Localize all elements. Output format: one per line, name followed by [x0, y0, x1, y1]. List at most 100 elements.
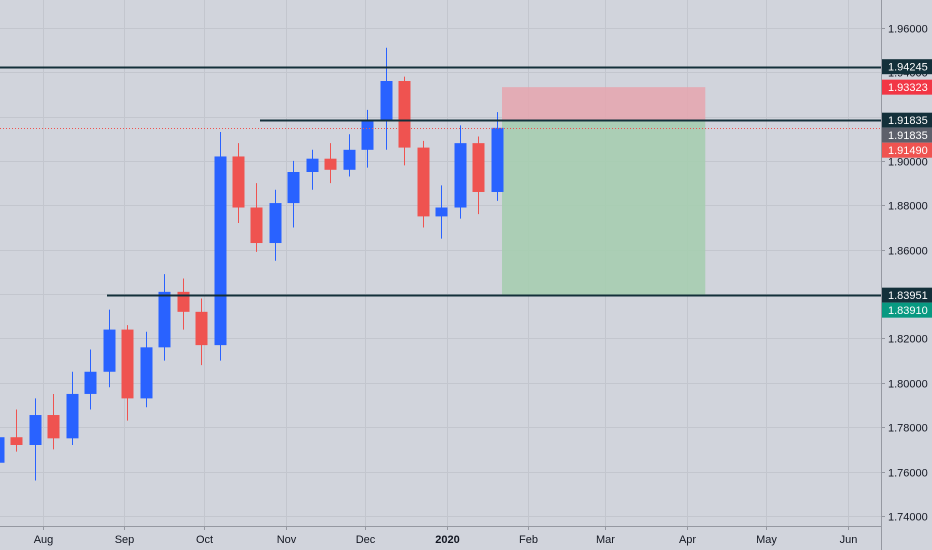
candle: [435, 185, 448, 239]
candle-body: [66, 393, 79, 439]
x-tick-label: Nov: [277, 534, 297, 546]
x-tick-label: Aug: [34, 534, 54, 546]
candle-body: [472, 143, 485, 192]
y-tick-label: 1.90000: [888, 157, 928, 169]
price-tag: 1.91835: [882, 127, 932, 143]
candle: [214, 132, 227, 361]
candle: [195, 298, 208, 366]
price-tag: 1.93323: [882, 79, 932, 95]
price-tag-background: [882, 127, 932, 143]
candle-body: [324, 158, 337, 170]
price-tag-label: 1.91490: [888, 145, 928, 157]
candle-body: [269, 203, 282, 244]
candle-body: [84, 371, 97, 394]
price-tag-background: [882, 302, 932, 318]
price-tag: 1.94245: [882, 59, 932, 75]
price-tag-label: 1.91835: [888, 130, 928, 142]
candle-body: [343, 149, 356, 170]
price-tag-label: 1.94245: [888, 62, 928, 74]
y-tick-label: 1.80000: [888, 379, 928, 391]
time-axis[interactable]: Aug Sep Oct Nov Dec 2020 Feb Mar Apr May Jun: [34, 526, 858, 546]
price-tag: 1.91490: [882, 142, 932, 158]
candle: [380, 47, 393, 150]
candle: [29, 398, 42, 481]
candle: [454, 125, 467, 219]
take-profit-zone[interactable]: [502, 120, 706, 296]
price-tag: 1.91835: [882, 112, 932, 128]
candle: [84, 349, 97, 410]
y-tick-label: 1.74000: [888, 512, 928, 524]
candle: [47, 393, 60, 450]
candle-body: [361, 120, 374, 150]
candle-body: [47, 415, 60, 439]
candle-body: [158, 291, 171, 348]
candle-body: [140, 347, 153, 399]
candle-body: [0, 437, 5, 463]
candle-body: [10, 437, 23, 445]
price-tag-label: 1.93323: [888, 82, 928, 94]
x-tick-label: Mar: [596, 534, 615, 546]
x-tick-label: Sep: [115, 534, 135, 546]
candle-body: [103, 329, 116, 372]
candle: [121, 325, 134, 421]
x-tick-label: Jun: [840, 534, 858, 546]
price-tag-background: [882, 287, 932, 303]
candle-body: [306, 158, 319, 173]
candle: [343, 134, 356, 177]
price-tag-background: [882, 79, 932, 95]
candle: [158, 274, 171, 361]
candle-body: [454, 143, 467, 208]
horizontal-levels[interactable]: [0, 66, 881, 297]
candle-body: [491, 127, 504, 192]
candle-body: [232, 156, 245, 208]
x-tick-label: Oct: [196, 534, 213, 546]
candle: [232, 143, 245, 224]
candle: [491, 112, 504, 201]
price-tags: 1.94245 1.93323 1.91835 1.91835 1.91490 1.839…: [882, 59, 932, 318]
candle-body: [250, 207, 263, 244]
candle-body: [435, 207, 448, 217]
y-tick-label: 1.82000: [888, 334, 928, 346]
x-tick-label: May: [756, 534, 777, 546]
x-tick-label: Feb: [519, 534, 538, 546]
price-tag-label: 1.83951: [888, 290, 928, 302]
y-tick-label: 1.96000: [888, 24, 928, 36]
candle-body: [29, 415, 42, 445]
x-tick-label: Dec: [356, 534, 376, 546]
y-tick-label: 1.76000: [888, 468, 928, 480]
candle-body: [195, 311, 208, 346]
candle: [287, 160, 300, 228]
candle: [250, 183, 263, 252]
price-tag-label: 1.91835: [888, 115, 928, 127]
candle-body: [177, 291, 190, 312]
stop-loss-zone[interactable]: [502, 87, 706, 121]
y-tick-label: 1.78000: [888, 423, 928, 435]
candle: [66, 371, 79, 445]
candle: [417, 140, 430, 228]
y-tick-label: 1.86000: [888, 246, 928, 258]
candle: [324, 143, 337, 184]
candle-body: [417, 147, 430, 217]
price-tag-background: [882, 59, 932, 75]
candle-body: [214, 156, 227, 346]
candle: [10, 409, 23, 452]
candle: [177, 278, 190, 330]
candle: [0, 437, 5, 463]
candle: [103, 309, 116, 388]
candle: [269, 189, 282, 261]
y-tick-label: 1.88000: [888, 201, 928, 213]
price-tag-label: 1.83910: [888, 305, 928, 317]
candle-body: [380, 81, 393, 121]
candles: [0, 47, 504, 481]
candle: [140, 331, 153, 408]
price-tag: 1.83951: [882, 287, 932, 303]
candle-body: [398, 81, 411, 148]
price-tag-background: [882, 112, 932, 128]
price-tag: 1.83910: [882, 302, 932, 318]
position-zones[interactable]: [502, 87, 706, 296]
candle-body: [287, 172, 300, 204]
candle: [361, 109, 374, 168]
